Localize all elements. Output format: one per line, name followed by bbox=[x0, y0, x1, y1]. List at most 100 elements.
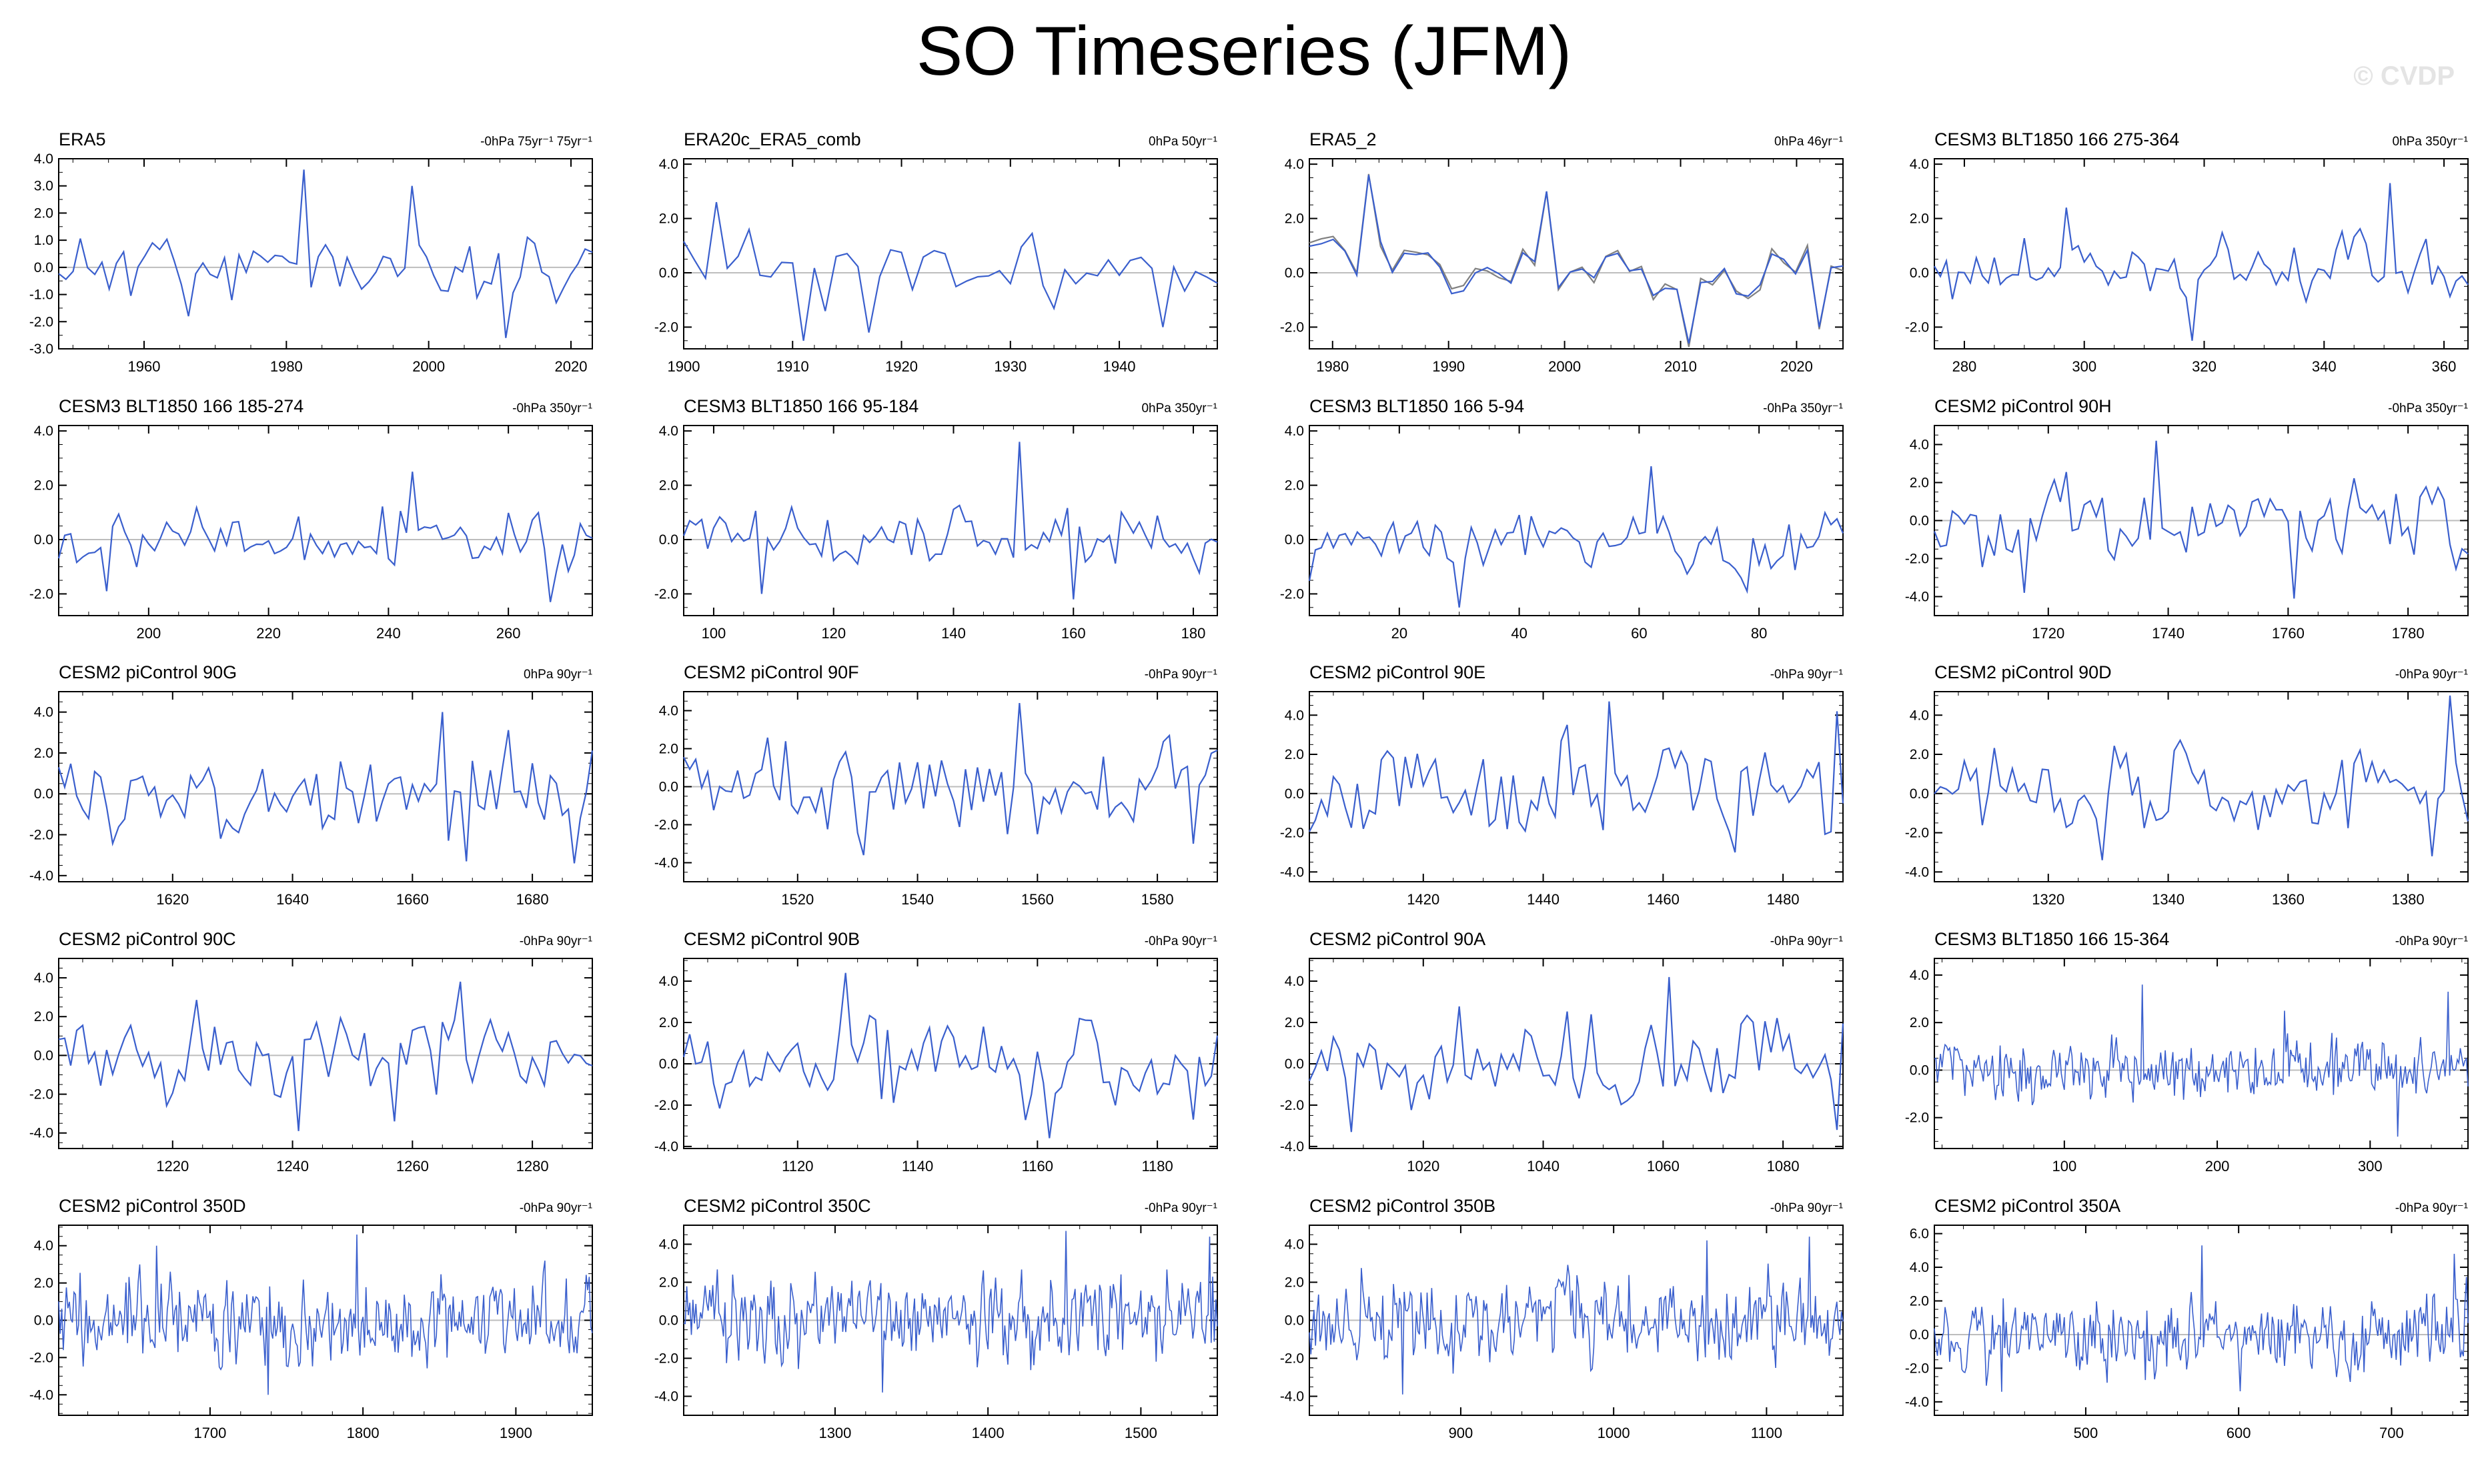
x-tick-label: 2000 bbox=[412, 358, 445, 375]
x-tick-label: 1320 bbox=[2032, 891, 2064, 908]
series-line bbox=[57, 472, 593, 602]
panel-subtitle: 0hPa 350yr⁻¹ bbox=[2392, 135, 2468, 149]
series-line bbox=[683, 703, 1218, 856]
y-tick-label: 4.0 bbox=[659, 424, 678, 439]
x-tick-label: 300 bbox=[2358, 1158, 2383, 1175]
panel-19: CESM2 piControl 350A -0hPa 90yr⁻¹ -4.0 -2.0… bbox=[1905, 1196, 2469, 1441]
y-tick-label: 2.0 bbox=[1285, 747, 1304, 762]
y-tick-label: 4.0 bbox=[659, 157, 678, 172]
x-tick-label: 1140 bbox=[902, 1158, 933, 1175]
panel-subtitle: -0hPa 90yr⁻¹ bbox=[2395, 668, 2468, 682]
panel-title: ERA5_2 bbox=[1309, 129, 1377, 149]
x-tick-label: 220 bbox=[256, 625, 281, 642]
x-tick-label: 1540 bbox=[901, 891, 934, 908]
x-tick-label: 1560 bbox=[1021, 891, 1054, 908]
x-tick-label: 1700 bbox=[193, 1425, 226, 1441]
x-tick-label: 1680 bbox=[516, 891, 549, 908]
x-tick-label: 1800 bbox=[347, 1425, 380, 1441]
y-tick-label: 2.0 bbox=[1910, 1015, 1929, 1030]
panel-14: CESM2 piControl 90A -0hPa 90yr⁻¹ -4.0 -2.0 0… bbox=[1280, 929, 1844, 1175]
panel-subtitle: -0hPa 350yr⁻¹ bbox=[2388, 402, 2468, 416]
x-tick-label: 2000 bbox=[1548, 358, 1581, 375]
panel-16: CESM2 piControl 350D -0hPa 90yr⁻¹ -4.0 -2.0… bbox=[29, 1196, 593, 1441]
y-tick-label: 4.0 bbox=[1910, 157, 1929, 172]
y-tick-label: 4.0 bbox=[34, 970, 53, 986]
x-tick-label: 1440 bbox=[1527, 891, 1560, 908]
x-tick-label: 900 bbox=[1449, 1425, 1473, 1441]
y-tick-label: 2.0 bbox=[1285, 478, 1304, 494]
panel-title: CESM2 piControl 90E bbox=[1309, 662, 1485, 682]
x-tick-label: 360 bbox=[2432, 358, 2457, 375]
x-tick-label: 2010 bbox=[1664, 358, 1697, 375]
y-tick-label: -4.0 bbox=[1280, 1389, 1304, 1405]
x-tick-label: 1120 bbox=[782, 1158, 813, 1175]
panel-1: ERA20c_ERA5_comb 0hPa 50yr⁻¹ -2.0 0.0 2.0 4.0… bbox=[654, 129, 1218, 375]
x-tick-label: 1240 bbox=[276, 1158, 309, 1175]
series-line bbox=[1934, 183, 2469, 341]
y-tick-label: 0.0 bbox=[1910, 786, 1929, 802]
panel-title: CESM2 piControl 90A bbox=[1309, 929, 1485, 949]
x-tick-label: 1340 bbox=[2152, 891, 2185, 908]
y-tick-label: 4.0 bbox=[1285, 1237, 1304, 1253]
panel-0: ERA5 -0hPa 75yr⁻¹ 75yr⁻¹ -3.0 -2.0 -1.0 0.0 1.… bbox=[29, 129, 593, 375]
watermark-logo: © CVDP bbox=[2353, 61, 2455, 91]
x-tick-label: 80 bbox=[1751, 625, 1767, 642]
plot-frame bbox=[58, 958, 593, 1149]
series-line bbox=[682, 972, 1219, 1139]
y-tick-label: 2.0 bbox=[659, 478, 678, 494]
panel-subtitle: -0hPa 90yr⁻¹ bbox=[1770, 668, 1843, 682]
panel-title: CESM3 BLT1850 166 185-274 bbox=[59, 396, 303, 416]
y-tick-label: 0.0 bbox=[1910, 265, 1929, 281]
y-tick-label: -2.0 bbox=[654, 319, 678, 335]
panel-subtitle: -0hPa 90yr⁻¹ bbox=[520, 1201, 592, 1215]
y-tick-label: -2.0 bbox=[1905, 826, 1929, 841]
y-tick-label: -2.0 bbox=[654, 818, 678, 833]
panel-title: CESM2 piControl 90C bbox=[59, 929, 236, 949]
y-tick-label: 2.0 bbox=[34, 478, 53, 494]
panel-title: CESM2 piControl 350A bbox=[1934, 1196, 2120, 1216]
x-tick-label: 1660 bbox=[396, 891, 429, 908]
x-tick-label: 1910 bbox=[776, 358, 809, 375]
y-tick-label: 0.0 bbox=[659, 1313, 678, 1329]
y-tick-label: 0.0 bbox=[1285, 532, 1304, 548]
panel-subtitle: -0hPa 90yr⁻¹ bbox=[2395, 934, 2468, 948]
x-tick-label: 1940 bbox=[1103, 358, 1136, 375]
panel-6: CESM3 BLT1850 166 5-94 -0hPa 350yr⁻¹ -2.0 0… bbox=[1280, 396, 1844, 642]
x-tick-label: 1300 bbox=[818, 1425, 851, 1441]
y-tick-label: 0.0 bbox=[659, 1056, 678, 1072]
y-tick-label: 0.0 bbox=[659, 780, 678, 795]
panel-15: CESM3 BLT1850 166 15-364 -0hPa 90yr⁻¹ -2.0… bbox=[1905, 929, 2469, 1175]
panel-9: CESM2 piControl 90F -0hPa 90yr⁻¹ -4.0 -2.0 0… bbox=[654, 662, 1218, 908]
series-line-grey bbox=[1309, 173, 1844, 347]
panel-subtitle: 0hPa 90yr⁻¹ bbox=[524, 668, 592, 682]
y-tick-label: 1.0 bbox=[34, 233, 53, 248]
panel-title: CESM2 piControl 90H bbox=[1934, 396, 2112, 416]
x-tick-label: 1960 bbox=[128, 358, 161, 375]
y-tick-label: 2.0 bbox=[659, 1275, 678, 1291]
x-tick-label: 1480 bbox=[1767, 891, 1800, 908]
y-tick-label: -2.0 bbox=[1905, 319, 1929, 335]
x-tick-label: 1500 bbox=[1125, 1425, 1157, 1441]
panel-subtitle: -0hPa 90yr⁻¹ bbox=[1770, 934, 1843, 948]
plot-frame bbox=[1934, 691, 2469, 882]
y-tick-label: -4.0 bbox=[29, 1387, 53, 1403]
y-tick-label: -4.0 bbox=[1905, 864, 1929, 880]
y-tick-label: 2.0 bbox=[1285, 211, 1304, 227]
panel-12: CESM2 piControl 90C -0hPa 90yr⁻¹ -4.0 -2.0 0… bbox=[29, 929, 593, 1175]
series-line bbox=[683, 201, 1218, 341]
panel-title: CESM2 piControl 90B bbox=[684, 929, 860, 949]
y-tick-label: 2.0 bbox=[34, 1276, 53, 1291]
x-tick-label: 1900 bbox=[668, 358, 700, 375]
y-tick-label: -2.0 bbox=[1905, 1361, 1929, 1376]
x-tick-label: 1060 bbox=[1647, 1158, 1680, 1175]
x-tick-label: 1000 bbox=[1598, 1425, 1630, 1441]
y-tick-label: 2.0 bbox=[1910, 1293, 1929, 1309]
y-tick-label: -2.0 bbox=[29, 586, 53, 602]
x-tick-label: 600 bbox=[2227, 1425, 2251, 1441]
panel-subtitle: -0hPa 350yr⁻¹ bbox=[1763, 402, 1843, 416]
x-tick-label: 1180 bbox=[1141, 1158, 1173, 1175]
y-tick-label: -2.0 bbox=[1905, 1110, 1929, 1126]
x-tick-label: 1220 bbox=[156, 1158, 189, 1175]
x-tick-label: 340 bbox=[2312, 358, 2337, 375]
x-tick-label: 1620 bbox=[156, 891, 189, 908]
